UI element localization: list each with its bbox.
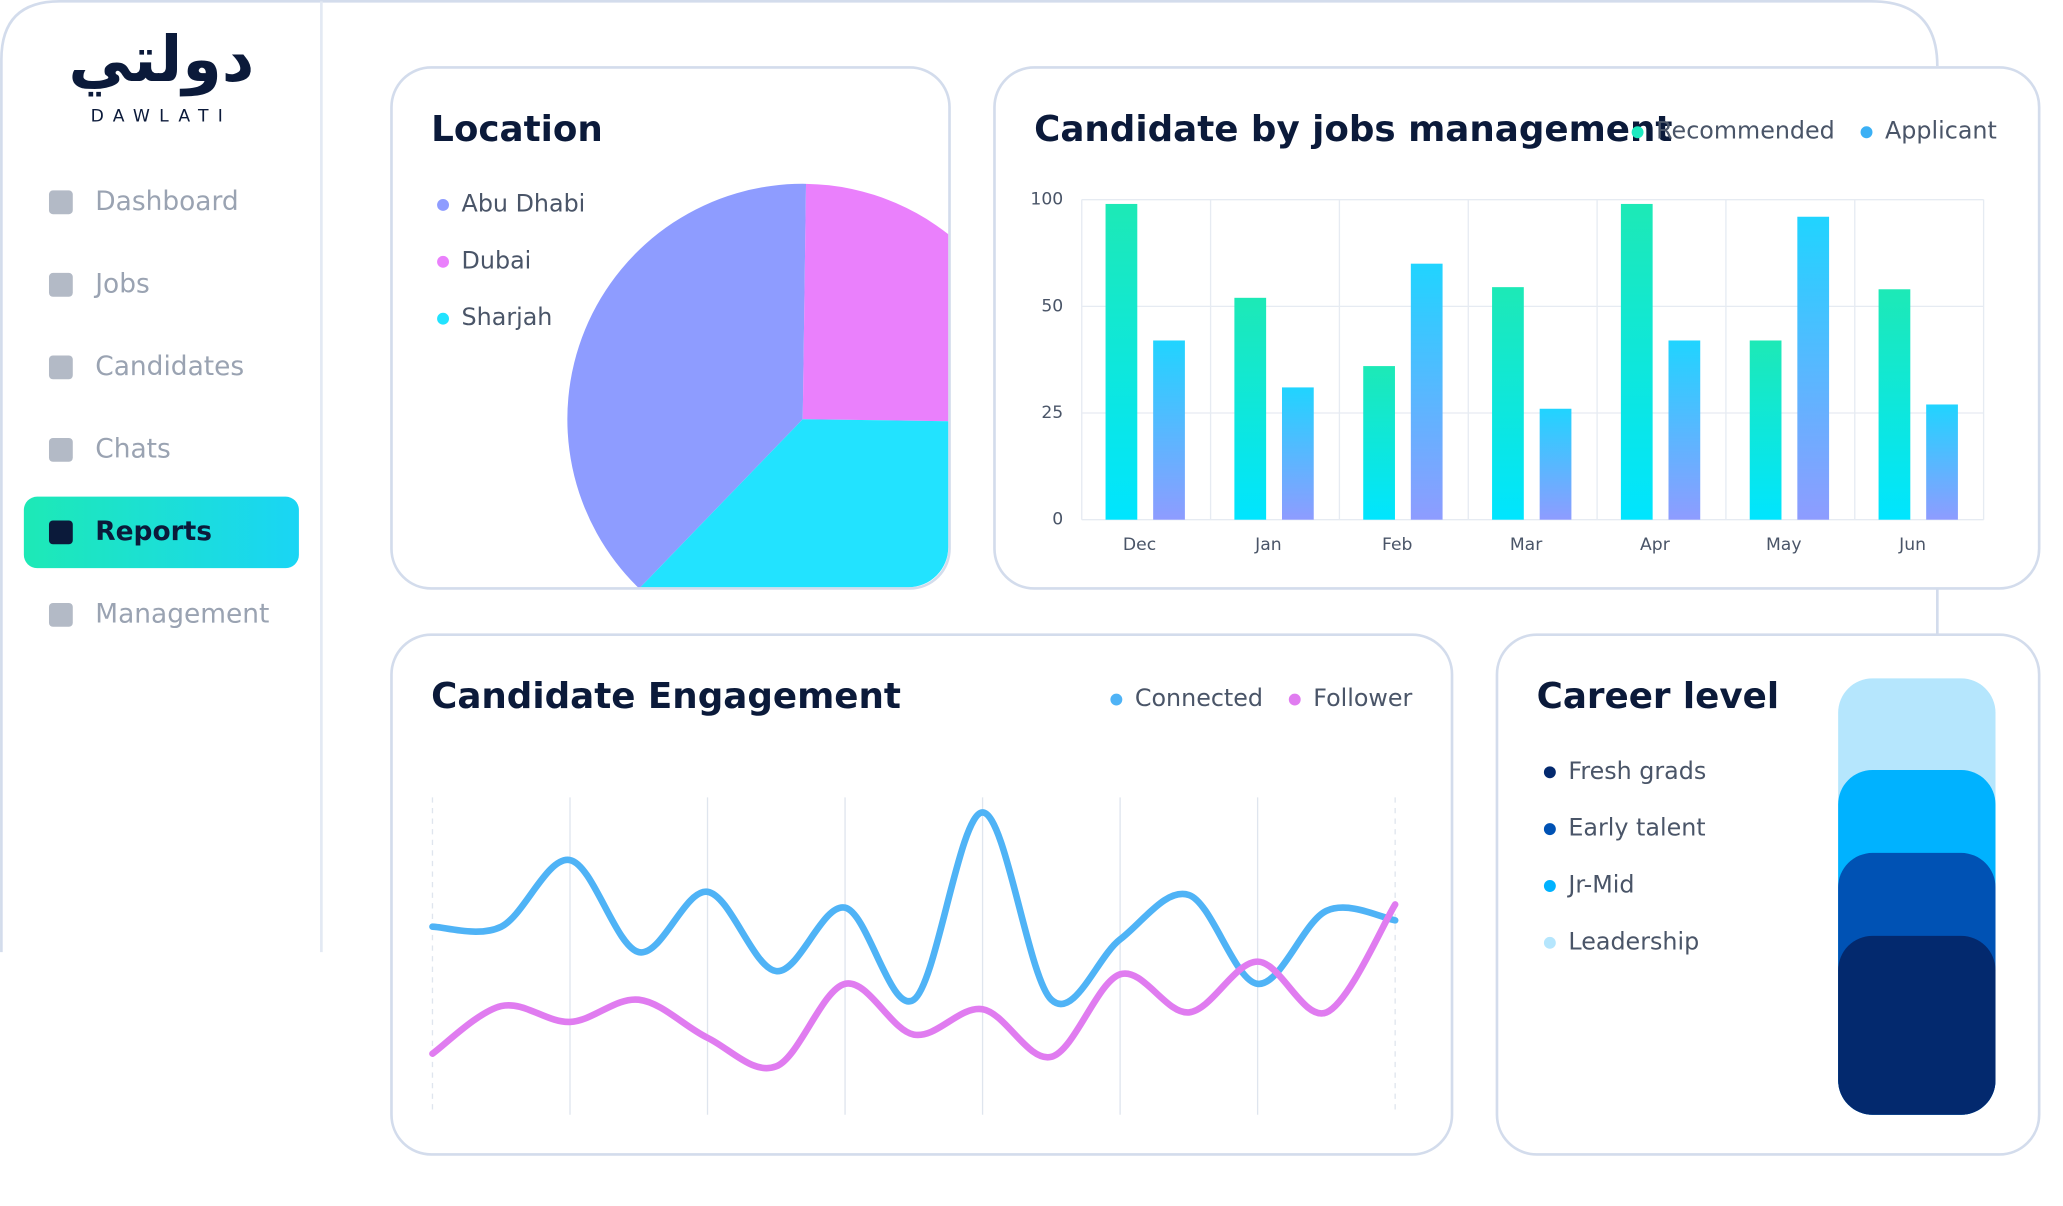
career-segment	[1838, 935, 1996, 1115]
legend-dot	[1543, 936, 1556, 949]
y-tick-label: 50	[1041, 296, 1063, 316]
nav-item[interactable]: Candidates	[95, 351, 244, 382]
legend-label: Connected	[1135, 684, 1263, 712]
bar	[1234, 297, 1267, 520]
chart-title: Career level	[1537, 676, 1779, 717]
legend-dot	[1631, 126, 1644, 139]
chart-title: Candidate Engagement	[431, 676, 901, 717]
y-tick-label: 0	[1052, 510, 1063, 530]
pie-slice	[802, 183, 949, 423]
legend-dot	[437, 255, 449, 268]
legend-dot	[1543, 823, 1556, 836]
line	[429, 901, 1399, 1072]
nav-icon	[48, 520, 73, 545]
nav-icon	[48, 190, 73, 215]
x-tick-label: Apr	[1640, 535, 1671, 555]
x-tick-label: Jun	[1898, 535, 1926, 555]
legend-label: Jr-Mid	[1566, 870, 1634, 898]
bar	[1797, 216, 1830, 520]
bar	[1668, 340, 1701, 520]
legend-dot	[1288, 693, 1301, 706]
bar	[1410, 263, 1443, 520]
y-tick-label: 25	[1041, 403, 1063, 423]
pie-slice	[639, 419, 949, 588]
pie	[567, 183, 949, 588]
legend-label: Sharjah	[462, 303, 553, 331]
legend-label: Abu Dhabi	[462, 189, 586, 217]
bar	[1363, 366, 1395, 520]
bar	[1153, 340, 1185, 520]
bar	[1926, 404, 1958, 520]
legend-dot	[1543, 880, 1556, 892]
nav-icon	[48, 603, 73, 627]
logo-arabic: دولتي	[68, 22, 254, 97]
nav-item[interactable]: Management	[95, 598, 269, 629]
engagement-panel	[390, 633, 1454, 1156]
nav-icon	[48, 437, 73, 462]
legend-dot	[437, 312, 449, 325]
nav-item[interactable]: Jobs	[93, 268, 150, 299]
x-tick-label: May	[1766, 535, 1802, 555]
bar	[1878, 289, 1911, 520]
y-tick-label: 100	[1030, 190, 1063, 210]
legend-label: Recommended	[1656, 117, 1835, 145]
bar	[1492, 287, 1524, 520]
x-tick-label: Feb	[1382, 535, 1412, 555]
nav-item[interactable]: Dashboard	[95, 186, 238, 217]
legend-dot	[1110, 693, 1123, 706]
logo: DAWLATI	[91, 106, 233, 126]
x-tick-label: Jan	[1254, 535, 1282, 555]
nav-active	[23, 496, 299, 569]
bar	[1539, 408, 1572, 520]
legend-dot	[437, 199, 449, 211]
x-tick-label: Dec	[1123, 535, 1156, 555]
legend-label: Fresh grads	[1568, 757, 1706, 785]
line	[429, 809, 1399, 1008]
nav-icon	[48, 355, 73, 380]
legend-label: Leadership	[1568, 927, 1699, 955]
legend-dot	[1860, 126, 1873, 139]
legend-label: Follower	[1313, 684, 1412, 712]
x-tick-label: Mar	[1510, 535, 1543, 555]
legend-label: Applicant	[1885, 117, 1997, 145]
nav: Dashboard Jobs Candidates Chats Reports Manag…	[23, 186, 299, 629]
pie-slice	[567, 183, 807, 588]
legend-label: Early talent	[1568, 814, 1705, 842]
legend-label: Dubai	[462, 246, 532, 274]
nav-item[interactable]: Chats	[95, 433, 171, 464]
bar	[1749, 340, 1782, 520]
nav-icon	[48, 272, 73, 297]
bar	[1281, 387, 1314, 520]
bar	[1105, 203, 1138, 520]
frame	[0, 0, 1939, 953]
legend-dot	[1543, 766, 1556, 779]
bar	[1620, 203, 1653, 520]
chart-title: Location	[431, 109, 603, 150]
chart-title: Candidate by jobs management	[1034, 109, 1672, 150]
nav-item[interactable]: Reports	[95, 516, 212, 547]
